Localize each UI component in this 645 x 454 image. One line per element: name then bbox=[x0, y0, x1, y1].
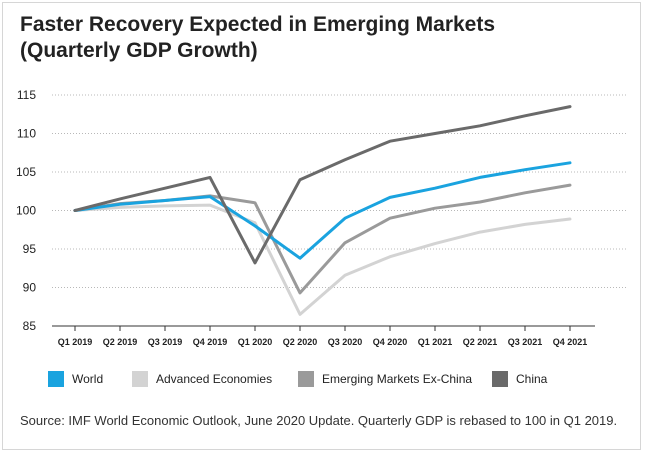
y-tick-label: 115 bbox=[17, 88, 36, 102]
y-tick-label: 105 bbox=[16, 165, 36, 179]
legend-label: China bbox=[516, 372, 548, 386]
x-tick-label: Q1 2020 bbox=[238, 337, 273, 347]
x-tick-label: Q4 2020 bbox=[373, 337, 408, 347]
x-tick-label: Q2 2021 bbox=[463, 337, 498, 347]
x-tick-label: Q3 2020 bbox=[328, 337, 363, 347]
y-tick-label: 85 bbox=[23, 319, 37, 333]
chart-frame bbox=[2, 2, 641, 450]
series-line-advanced-economies bbox=[73, 203, 572, 316]
legend-swatch bbox=[492, 371, 508, 387]
chart-title-line-2: (Quarterly GDP Growth) bbox=[20, 39, 258, 62]
x-axis: Q1 2019 Q2 2019 Q3 2019 Q4 2019 Q1 2020 Q2 20… bbox=[52, 325, 595, 347]
legend: World Advanced Economies Emerging Markets … bbox=[48, 371, 628, 393]
x-tick-label: Q3 2021 bbox=[508, 337, 543, 347]
legend-label: World bbox=[72, 372, 104, 386]
series-line-china bbox=[73, 105, 572, 265]
x-tick-label: Q1 2019 bbox=[58, 337, 93, 347]
legend-label: Emerging Markets Ex-China bbox=[322, 372, 473, 386]
legend-label: Advanced Economies bbox=[156, 372, 273, 386]
x-tick-label: Q4 2021 bbox=[553, 337, 588, 347]
series-line-world bbox=[73, 161, 572, 260]
x-tick-label: Q2 2019 bbox=[103, 337, 138, 347]
legend-swatch bbox=[132, 371, 148, 387]
x-tick-label: Q3 2019 bbox=[148, 337, 183, 347]
legend-swatch bbox=[298, 371, 314, 387]
series-lines bbox=[73, 105, 572, 316]
legend-item: China bbox=[492, 371, 547, 387]
y-tick-label: 90 bbox=[23, 281, 37, 295]
x-tick-label: Q2 2020 bbox=[283, 337, 318, 347]
chart-title: Faster Recovery Expected in Emerging Mar… bbox=[20, 12, 495, 64]
y-tick-label: 110 bbox=[17, 127, 36, 141]
legend-item: World bbox=[48, 371, 103, 387]
y-axis: 85 90 95 100 105 110 115 bbox=[16, 88, 36, 333]
legend-swatch bbox=[48, 371, 64, 387]
x-tick-label: Q4 2019 bbox=[193, 337, 228, 347]
source-note: Source: IMF World Economic Outlook, June… bbox=[20, 413, 618, 428]
legend-item: Advanced Economies bbox=[132, 371, 272, 387]
legend-item: Emerging Markets Ex-China bbox=[298, 371, 472, 387]
chart-title-line-1: Faster Recovery Expected in Emerging Mar… bbox=[20, 13, 496, 36]
x-tick-label: Q1 2021 bbox=[418, 337, 453, 347]
y-tick-label: 100 bbox=[16, 204, 36, 218]
y-tick-label: 95 bbox=[23, 242, 37, 256]
